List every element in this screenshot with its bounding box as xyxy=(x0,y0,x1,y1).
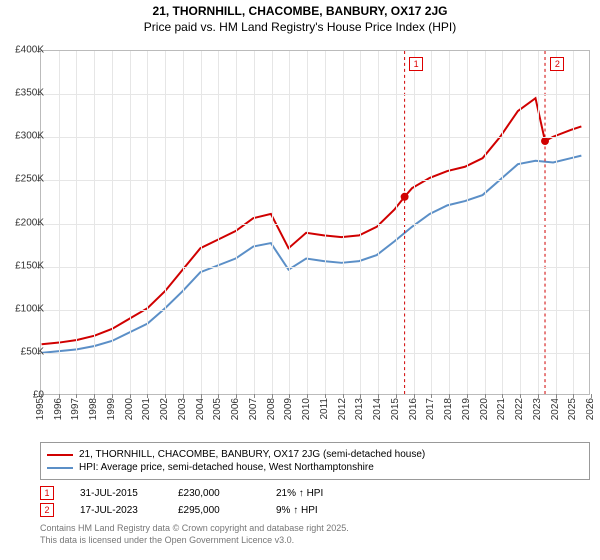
x-axis-label: 2026 xyxy=(585,398,596,420)
legend-box: 21, THORNHILL, CHACOMBE, BANBURY, OX17 2… xyxy=(40,442,590,480)
legend-label-hpi: HPI: Average price, semi-detached house,… xyxy=(79,462,374,473)
x-axis-label: 2025 xyxy=(567,398,578,420)
x-axis-label: 1996 xyxy=(53,398,64,420)
x-axis-label: 2006 xyxy=(230,398,241,420)
x-axis-label: 2000 xyxy=(124,398,135,420)
legend-row-hpi: HPI: Average price, semi-detached house,… xyxy=(47,462,583,473)
sale-date-2: 17-JUL-2023 xyxy=(80,505,152,516)
x-axis-label: 2013 xyxy=(354,398,365,420)
x-axis-label: 2017 xyxy=(425,398,436,420)
x-axis-label: 2004 xyxy=(195,398,206,420)
x-axis-label: 1995 xyxy=(35,398,46,420)
x-axis-label: 2021 xyxy=(496,398,507,420)
x-axis-label: 2007 xyxy=(248,398,259,420)
x-axis-label: 2014 xyxy=(372,398,383,420)
legend-row-property: 21, THORNHILL, CHACOMBE, BANBURY, OX17 2… xyxy=(47,449,583,460)
x-axis-label: 2005 xyxy=(212,398,223,420)
x-axis-label: 2012 xyxy=(337,398,348,420)
x-axis-label: 1999 xyxy=(106,398,117,420)
x-axis-label: 2002 xyxy=(159,398,170,420)
x-axis-label: 2008 xyxy=(266,398,277,420)
attribution: Contains HM Land Registry data © Crown c… xyxy=(40,523,590,546)
sale-price-2: £295,000 xyxy=(178,505,250,516)
y-axis-label: £200K xyxy=(15,217,44,228)
sale-row-1: 1 31-JUL-2015 £230,000 21% ↑ HPI xyxy=(40,486,590,500)
x-axis-label: 2003 xyxy=(177,398,188,420)
x-axis-label: 2011 xyxy=(319,398,330,420)
chart-svg xyxy=(41,51,589,394)
x-axis-label: 1997 xyxy=(70,398,81,420)
attribution-line2: This data is licensed under the Open Gov… xyxy=(40,535,590,547)
series-property xyxy=(42,98,582,344)
y-axis-label: £150K xyxy=(15,260,44,271)
sale-delta-2: 9% ↑ HPI xyxy=(276,505,348,516)
x-axis-label: 2023 xyxy=(532,398,543,420)
legend-swatch-hpi xyxy=(47,467,73,469)
sale-row-2: 2 17-JUL-2023 £295,000 9% ↑ HPI xyxy=(40,503,590,517)
x-axis-label: 2018 xyxy=(443,398,454,420)
x-axis-label: 2016 xyxy=(408,398,419,420)
x-axis-label: 2020 xyxy=(479,398,490,420)
price-chart: 12 xyxy=(40,50,590,395)
attribution-line1: Contains HM Land Registry data © Crown c… xyxy=(40,523,590,535)
legend-swatch-property xyxy=(47,454,73,456)
x-axis-label: 2024 xyxy=(550,398,561,420)
x-axis-label: 1998 xyxy=(88,398,99,420)
legend-label-property: 21, THORNHILL, CHACOMBE, BANBURY, OX17 2… xyxy=(79,449,425,460)
sale-marker-box-1: 1 xyxy=(409,57,423,71)
sale-marker-1-icon: 1 xyxy=(40,486,54,500)
x-axis-label: 2022 xyxy=(514,398,525,420)
x-axis-label: 2010 xyxy=(301,398,312,420)
x-axis-label: 2019 xyxy=(461,398,472,420)
y-axis-label: £300K xyxy=(15,131,44,142)
sale-marker-box-2: 2 xyxy=(550,57,564,71)
y-axis-label: £400K xyxy=(15,45,44,56)
x-axis-label: 2009 xyxy=(283,398,294,420)
x-axis-label: 2015 xyxy=(390,398,401,420)
sale-dot-2 xyxy=(541,137,549,145)
sale-price-1: £230,000 xyxy=(178,488,250,499)
sale-delta-1: 21% ↑ HPI xyxy=(276,488,348,499)
chart-title-address: 21, THORNHILL, CHACOMBE, BANBURY, OX17 2… xyxy=(0,4,600,18)
y-axis-label: £350K xyxy=(15,88,44,99)
sale-date-1: 31-JUL-2015 xyxy=(80,488,152,499)
y-axis-label: £100K xyxy=(15,303,44,314)
sale-marker-2-icon: 2 xyxy=(40,503,54,517)
chart-subtitle: Price paid vs. HM Land Registry's House … xyxy=(0,20,600,34)
y-axis-label: £250K xyxy=(15,174,44,185)
x-axis-label: 2001 xyxy=(141,398,152,420)
sale-dot-1 xyxy=(401,193,409,201)
y-axis-label: £50K xyxy=(21,346,44,357)
